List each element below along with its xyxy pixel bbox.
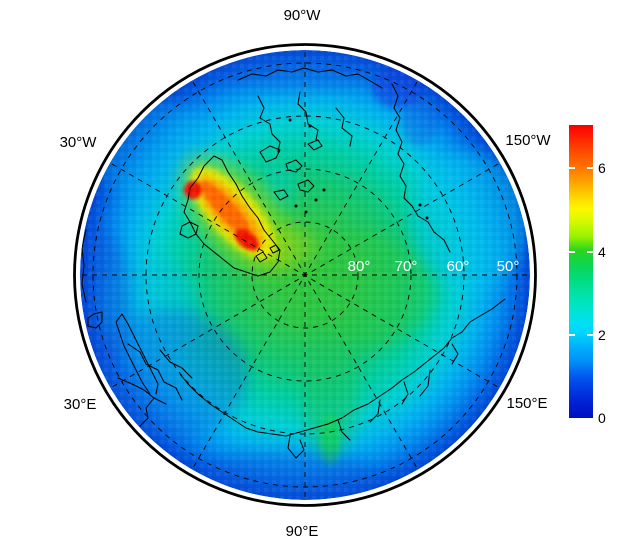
coastline-path bbox=[179, 298, 506, 437]
map-edge-gap bbox=[76, 46, 534, 504]
coastline-path bbox=[81, 229, 87, 303]
coastline-island bbox=[255, 251, 268, 263]
river-path bbox=[419, 369, 431, 397]
coastline-path bbox=[139, 397, 155, 427]
meridian-label-150e: 150°E bbox=[506, 395, 547, 412]
colorbar-tick-2 bbox=[569, 334, 575, 336]
latitude-label-80: 80° bbox=[348, 258, 371, 275]
latitude-circle-80 bbox=[251, 221, 359, 329]
coastline-island bbox=[273, 189, 289, 201]
coastline-path bbox=[335, 107, 353, 147]
map-outline-circle bbox=[73, 43, 537, 507]
colorbar-tick-4 bbox=[569, 251, 575, 253]
meridian-label-30w: 30°W bbox=[60, 134, 98, 151]
latitude-label-70: 70° bbox=[395, 258, 418, 275]
coastline-iceland bbox=[179, 221, 199, 239]
latitude-label-60: 60° bbox=[447, 258, 470, 275]
colorbar-tick-6 bbox=[569, 167, 575, 169]
latitude-labels: 80° 70° 60° 50° bbox=[348, 258, 520, 275]
coastline-path bbox=[115, 313, 159, 395]
coastline-path bbox=[117, 377, 167, 405]
coastline-path bbox=[337, 419, 351, 441]
colorbar bbox=[569, 125, 593, 418]
colorbar-tick-6 bbox=[587, 167, 593, 169]
colorbar-label-6: 6 bbox=[598, 160, 606, 176]
latitude-circle-70 bbox=[198, 168, 412, 382]
coastline-path bbox=[237, 67, 383, 89]
coastline-island bbox=[269, 244, 280, 254]
colorbar-label-4: 4 bbox=[598, 244, 606, 260]
coastline-island bbox=[297, 179, 315, 193]
meridian-labels: 90°W 30°W 150°W 30°E 150°E 90°E bbox=[60, 7, 552, 540]
coastline-path bbox=[257, 95, 281, 153]
latitude-label-50: 50° bbox=[497, 258, 520, 275]
river-path bbox=[369, 399, 381, 423]
coastlines bbox=[80, 67, 506, 459]
meridian-label-30e: 30°E bbox=[64, 396, 97, 413]
colorbar-label-0: 0 bbox=[598, 410, 606, 426]
coastline-specks bbox=[288, 118, 429, 220]
colorbar-label-2: 2 bbox=[598, 327, 606, 343]
graticule bbox=[82, 52, 528, 498]
coastline-path bbox=[401, 381, 409, 405]
meridian-label-150w: 150°W bbox=[505, 132, 551, 149]
coastline-path bbox=[297, 91, 319, 141]
meridian-line bbox=[111, 163, 499, 388]
coastline-path bbox=[451, 343, 459, 365]
meridian-label-90w: 90°W bbox=[284, 7, 322, 24]
coastline-path bbox=[287, 435, 305, 459]
coastline-path bbox=[391, 83, 451, 253]
colorbar-tick-2 bbox=[587, 334, 593, 336]
coastline-path bbox=[87, 311, 103, 329]
coastline-island bbox=[259, 145, 281, 163]
colorbar-tick-4 bbox=[587, 251, 593, 253]
coastline-path bbox=[127, 343, 183, 401]
meridian-label-90e: 90°E bbox=[286, 523, 319, 540]
data-field bbox=[80, 50, 530, 500]
coastline-island bbox=[307, 139, 323, 151]
coastline-greenland bbox=[183, 155, 281, 277]
